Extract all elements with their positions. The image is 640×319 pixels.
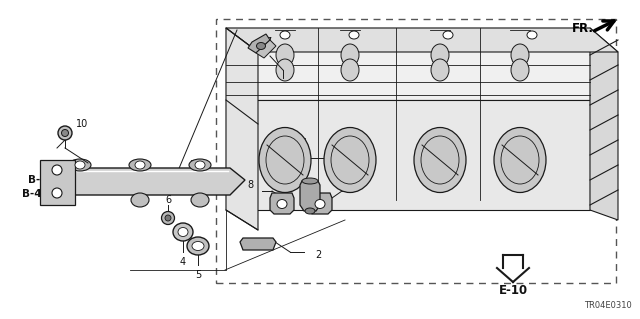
Ellipse shape [173,223,193,241]
Text: 2: 2 [315,250,321,260]
Ellipse shape [52,165,62,175]
Text: 4: 4 [180,257,186,267]
Polygon shape [45,168,245,195]
Ellipse shape [511,59,529,81]
Ellipse shape [431,44,449,66]
Ellipse shape [414,128,466,192]
Ellipse shape [129,159,151,171]
Ellipse shape [341,44,359,66]
Ellipse shape [161,211,175,225]
Text: 1: 1 [302,138,308,148]
Ellipse shape [61,130,68,137]
Text: E-10: E-10 [499,284,527,296]
Ellipse shape [302,178,318,184]
Text: FR.: FR. [572,21,594,34]
Ellipse shape [178,227,188,236]
Polygon shape [226,28,618,52]
Text: 6: 6 [165,195,171,205]
Ellipse shape [511,44,529,66]
Text: 8: 8 [247,180,253,190]
Text: 10: 10 [76,119,88,129]
Ellipse shape [315,199,325,209]
Ellipse shape [349,31,359,39]
Ellipse shape [187,237,209,255]
Ellipse shape [305,208,315,214]
Ellipse shape [431,59,449,81]
Ellipse shape [324,128,376,192]
Polygon shape [226,28,258,230]
Ellipse shape [443,31,453,39]
Ellipse shape [135,161,145,169]
Ellipse shape [192,241,204,250]
Ellipse shape [195,161,205,169]
Polygon shape [270,193,294,214]
Polygon shape [590,28,618,220]
Polygon shape [248,34,270,53]
Polygon shape [226,28,590,100]
Text: 3: 3 [189,160,195,170]
Polygon shape [256,40,276,58]
Text: 7: 7 [265,37,271,47]
Ellipse shape [277,199,287,209]
Ellipse shape [191,193,209,207]
Ellipse shape [527,31,537,39]
Text: B-4: B-4 [28,175,47,185]
Polygon shape [40,160,75,205]
Ellipse shape [131,193,149,207]
Ellipse shape [165,215,171,221]
Ellipse shape [52,188,62,198]
Ellipse shape [257,42,266,49]
Ellipse shape [280,31,290,39]
Text: 5: 5 [195,270,201,280]
Ellipse shape [58,126,72,140]
Polygon shape [308,193,332,214]
Ellipse shape [69,159,91,171]
Ellipse shape [189,159,211,171]
Polygon shape [226,100,590,210]
Ellipse shape [75,161,85,169]
Text: B-4-1: B-4-1 [22,189,53,199]
Bar [216,19,616,283]
Ellipse shape [276,59,294,81]
Ellipse shape [259,128,311,192]
Ellipse shape [341,59,359,81]
Ellipse shape [494,128,546,192]
Text: TR04E0310: TR04E0310 [584,300,632,309]
Text: 9: 9 [357,180,363,190]
Polygon shape [300,181,320,211]
Polygon shape [240,238,276,250]
Ellipse shape [276,44,294,66]
